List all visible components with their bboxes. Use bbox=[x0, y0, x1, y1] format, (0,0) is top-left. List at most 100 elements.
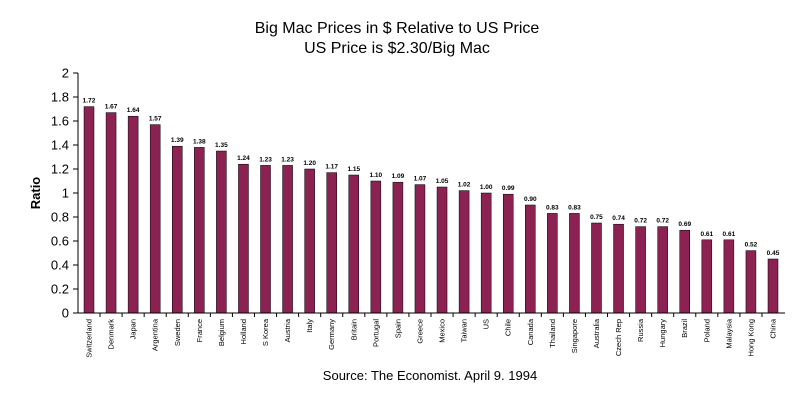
bar-holland bbox=[238, 163, 249, 314]
category-label: Portugal bbox=[371, 319, 380, 347]
category-label: Belgium bbox=[217, 319, 226, 346]
bar-denmark bbox=[105, 112, 117, 314]
value-label: 1.72 bbox=[83, 98, 96, 105]
value-label: 1.10 bbox=[370, 172, 383, 179]
value-label: 0.61 bbox=[700, 231, 713, 238]
category-label: Hong Kong bbox=[746, 319, 755, 357]
bar-brazil bbox=[679, 229, 690, 314]
value-label: 0.69 bbox=[678, 221, 691, 228]
value-label: 1.23 bbox=[259, 156, 272, 163]
bar-hungary bbox=[657, 226, 668, 314]
value-label: 0.72 bbox=[634, 218, 647, 225]
category-label: Austria bbox=[283, 318, 292, 342]
bar-mexico bbox=[436, 186, 448, 314]
category-label: Spain bbox=[393, 319, 402, 338]
y-tick-label: 0.4 bbox=[51, 258, 69, 273]
value-labels-group: 1.72 1.67 1.64 1.57 1.39 1.38 1.35 1.24 1.23 1.23… bbox=[83, 98, 780, 257]
category-label: Italy bbox=[305, 319, 314, 333]
category-label: Thailand bbox=[548, 319, 557, 348]
value-label: 1.20 bbox=[303, 160, 316, 167]
y-tick-label: 1.2 bbox=[51, 162, 69, 177]
value-label: 1.17 bbox=[325, 164, 338, 171]
value-label: 1.64 bbox=[127, 107, 140, 114]
value-label: 1.09 bbox=[392, 173, 405, 180]
y-tick-label: 0.2 bbox=[51, 282, 69, 297]
category-label: Sweden bbox=[173, 319, 182, 346]
category-label: Argentina bbox=[151, 318, 160, 351]
bar-chile bbox=[502, 193, 514, 314]
chart-title: Big Mac Prices in $ Relative to US Price bbox=[255, 20, 540, 37]
category-label: Australia bbox=[592, 318, 601, 348]
value-label: 1.35 bbox=[215, 142, 228, 149]
bar-australia bbox=[591, 222, 602, 314]
category-label: Taiwan bbox=[460, 319, 469, 342]
category-label: Singapore bbox=[570, 319, 579, 353]
y-tick-label: 1.6 bbox=[51, 114, 69, 129]
category-label: Poland bbox=[702, 319, 711, 342]
chart-subtitle: US Price is $2.30/Big Mac bbox=[304, 40, 490, 57]
value-label: 0.90 bbox=[524, 196, 537, 203]
bar-france bbox=[194, 147, 205, 314]
bar-czech-rep bbox=[613, 223, 624, 314]
value-label: 1.23 bbox=[281, 156, 294, 163]
bar-portugal bbox=[370, 180, 382, 314]
value-label: 0.75 bbox=[590, 214, 603, 221]
bar-us bbox=[480, 192, 492, 314]
category-label: Mexico bbox=[438, 319, 447, 343]
category-label: Russia bbox=[636, 318, 645, 342]
bar-sweden bbox=[172, 145, 183, 314]
bar-belgium bbox=[216, 150, 227, 314]
category-label: Germany bbox=[327, 319, 336, 350]
bar-russia bbox=[635, 226, 646, 314]
value-label: 1.24 bbox=[237, 155, 250, 162]
bar-argentina bbox=[149, 124, 161, 314]
category-label: Malaysia bbox=[724, 318, 733, 348]
value-label: 1.38 bbox=[193, 138, 206, 145]
value-label: 1.57 bbox=[149, 116, 162, 123]
bar-singapore bbox=[569, 213, 580, 314]
category-label: Denmark bbox=[107, 319, 116, 350]
bar-canada bbox=[525, 204, 536, 314]
y-tick-label: 1.4 bbox=[51, 138, 69, 153]
bar-austria bbox=[282, 165, 293, 314]
category-label: Switzerland bbox=[85, 319, 94, 358]
value-label: 1.15 bbox=[347, 166, 360, 173]
category-label: Canada bbox=[526, 318, 535, 345]
value-label: 0.83 bbox=[568, 204, 581, 211]
bar-poland bbox=[701, 239, 713, 314]
category-labels-group: Switzerland Denmark Japan Argentina Sweden Fr… bbox=[85, 313, 778, 358]
value-label: 1.39 bbox=[171, 137, 184, 144]
bar-hong-kong bbox=[745, 250, 757, 314]
bar-britain bbox=[348, 174, 360, 314]
value-label: 0.72 bbox=[656, 218, 669, 225]
category-label: Britain bbox=[349, 319, 358, 340]
category-label: Czech Rep bbox=[614, 319, 623, 356]
value-label: 1.02 bbox=[458, 182, 471, 189]
category-label: Chile bbox=[504, 319, 513, 336]
y-tick-label: 0.6 bbox=[51, 234, 69, 249]
value-label: 0.74 bbox=[612, 215, 625, 222]
bar-spain bbox=[392, 181, 404, 314]
value-label: 1.07 bbox=[414, 176, 427, 183]
category-label: S Korea bbox=[261, 318, 270, 346]
category-label: Brazil bbox=[680, 319, 689, 338]
y-tick-label: 2 bbox=[62, 66, 69, 81]
bars-group bbox=[83, 106, 779, 314]
y-axis-ticks: 0 0.2 0.4 0.6 0.8 1 1.2 1.4 1.6 1.8 2 bbox=[51, 66, 78, 321]
value-label: 1.00 bbox=[480, 184, 493, 191]
value-label: 1.05 bbox=[436, 178, 449, 185]
bar-greece bbox=[414, 184, 426, 314]
bar-china bbox=[767, 258, 779, 314]
bar-japan bbox=[127, 115, 139, 314]
bar-thailand bbox=[547, 213, 558, 314]
category-label: Hungary bbox=[658, 319, 667, 348]
source-note: Source: The Economist. April 9. 1994 bbox=[323, 368, 537, 383]
category-label: Holland bbox=[239, 319, 248, 344]
category-label: US bbox=[482, 319, 491, 329]
value-label: 0.83 bbox=[546, 204, 559, 211]
bar-malaysia bbox=[723, 239, 735, 314]
value-label: 0.99 bbox=[502, 185, 515, 192]
category-label: France bbox=[195, 319, 204, 342]
category-label: China bbox=[769, 318, 778, 338]
